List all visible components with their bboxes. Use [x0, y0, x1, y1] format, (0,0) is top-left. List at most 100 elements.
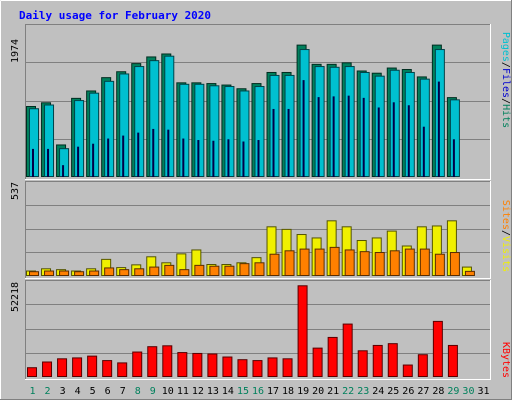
sites-bar: [239, 263, 250, 277]
day-label: 4: [75, 386, 81, 397]
sites-bar: [449, 252, 460, 276]
kbytes-bar: [87, 355, 98, 377]
day-label: 29: [447, 386, 459, 397]
sites-bar: [59, 270, 70, 277]
sites-bar: [149, 266, 160, 276]
kbytes-bar: [312, 347, 323, 378]
sites-bar: [254, 262, 265, 276]
top-legend: Pages/Files/Hits: [500, 32, 511, 128]
sites-bar: [344, 249, 355, 277]
pages-bar: [407, 105, 410, 177]
day-label: 21: [327, 386, 339, 397]
sites-bar: [269, 253, 280, 276]
kbytes-bar: [192, 352, 203, 378]
legend-visits: Visits: [500, 236, 511, 272]
pages-bar: [62, 165, 65, 177]
sites-bar: [359, 251, 370, 276]
kbytes-bar: [282, 358, 293, 378]
day-label: 27: [417, 386, 429, 397]
day-label: 12: [192, 386, 204, 397]
legend-sep: /: [500, 230, 511, 236]
kbytes-bar: [222, 356, 233, 377]
day-label: 2: [45, 386, 51, 397]
kbytes-bar: [102, 360, 113, 377]
day-label: 6: [105, 386, 111, 397]
kbytes-bar: [447, 344, 458, 377]
sites-bar: [29, 271, 39, 276]
kbytes-bar: [147, 346, 158, 377]
day-label: 16: [252, 386, 264, 397]
kbytes-bar: [57, 358, 68, 378]
pages-bar: [437, 81, 440, 177]
pages-bar: [422, 126, 425, 177]
panel-kbytes: [25, 280, 491, 380]
pages-bar: [182, 138, 185, 178]
middle-max-label: 537: [10, 182, 21, 200]
kbytes-bar: [267, 357, 278, 378]
day-label: 23: [357, 386, 369, 397]
legend-sep-1: /: [500, 62, 511, 68]
sites-bar: [434, 253, 445, 276]
day-label: 28: [432, 386, 444, 397]
day-label: 20: [312, 386, 324, 397]
sites-bar: [404, 248, 415, 276]
sites-bar: [299, 248, 310, 276]
pages-bar: [152, 128, 155, 177]
pages-bar: [362, 97, 365, 177]
day-label: 5: [90, 386, 96, 397]
chart-title: Daily usage for February 2020: [19, 9, 211, 22]
pages-bar: [197, 140, 200, 178]
middle-legend: Sites/Visits: [500, 200, 511, 272]
legend-files: Files: [500, 68, 511, 98]
kbytes-bar: [252, 360, 263, 377]
pages-bar: [347, 95, 350, 177]
legend-pages: Pages: [500, 32, 511, 62]
sites-bar: [209, 265, 220, 277]
panel-hits-files-pages: [25, 24, 491, 180]
pages-bar: [122, 135, 125, 177]
legend-sites: Sites: [500, 200, 511, 230]
sites-bar: [89, 270, 100, 277]
kbytes-bar: [207, 353, 218, 378]
sites-bar: [164, 264, 175, 277]
pages-bar: [32, 148, 34, 177]
pages-bar: [47, 148, 50, 177]
sites-bar: [134, 268, 145, 276]
legend-kbytes: KBytes: [500, 342, 511, 378]
kbytes-bar: [372, 344, 383, 377]
day-label: 9: [150, 386, 156, 397]
sites-bar: [374, 252, 385, 276]
kbytes-bar: [237, 359, 248, 378]
day-label: 18: [282, 386, 294, 397]
pages-bar: [92, 143, 95, 178]
kbytes-bar: [402, 364, 413, 377]
sites-bar: [119, 269, 130, 277]
day-label: 31: [477, 386, 489, 397]
pages-bar: [302, 80, 305, 177]
kbytes-bar: [297, 285, 308, 377]
pages-bar: [317, 97, 320, 177]
sites-bar: [179, 269, 190, 277]
day-label: 22: [342, 386, 354, 397]
day-label: 30: [462, 386, 474, 397]
day-label: 17: [267, 386, 279, 397]
pages-bar: [452, 139, 455, 177]
day-label: 26: [402, 386, 414, 397]
kbytes-bar: [117, 362, 128, 378]
kbytes-bar: [357, 350, 368, 377]
pages-bar: [137, 132, 140, 178]
pages-bar: [392, 102, 395, 177]
legend-sep-2: /: [500, 98, 511, 104]
day-label: 7: [120, 386, 126, 397]
day-label: 24: [372, 386, 384, 397]
panel-visits-sites: [25, 181, 491, 279]
kbytes-bar: [177, 352, 188, 378]
sites-bar: [44, 270, 55, 277]
sites-bar: [104, 267, 115, 277]
kbytes-bar: [42, 361, 53, 377]
bottom-legend: KBytes: [500, 342, 511, 378]
sites-bar: [284, 250, 295, 277]
pages-bar: [272, 108, 275, 177]
day-label: 3: [60, 386, 66, 397]
